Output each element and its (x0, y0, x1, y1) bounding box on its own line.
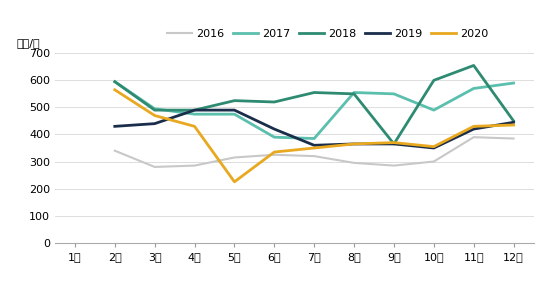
Line: 2019: 2019 (115, 110, 514, 148)
2020 (191, 125, 198, 128)
2016 (271, 153, 278, 157)
2018 (231, 99, 238, 102)
2020 (112, 88, 118, 91)
2017 (271, 135, 278, 139)
2017 (311, 137, 317, 140)
2017 (112, 80, 118, 83)
2019 (112, 125, 118, 128)
2020 (231, 180, 238, 184)
2019 (510, 120, 517, 124)
2018 (151, 108, 158, 112)
2017 (431, 108, 437, 112)
2016 (151, 165, 158, 169)
2016 (470, 135, 477, 139)
Line: 2017: 2017 (115, 82, 514, 139)
2020 (390, 141, 397, 144)
Line: 2018: 2018 (115, 65, 514, 144)
2018 (510, 119, 517, 123)
2016 (390, 164, 397, 167)
2017 (351, 91, 358, 94)
2018 (351, 92, 358, 96)
2019 (351, 142, 358, 146)
2018 (311, 91, 317, 94)
2020 (510, 123, 517, 127)
2017 (191, 112, 198, 116)
Line: 2020: 2020 (115, 90, 514, 182)
2020 (271, 150, 278, 154)
2018 (470, 64, 477, 67)
2017 (510, 81, 517, 85)
2017 (390, 92, 397, 96)
Line: 2016: 2016 (115, 137, 514, 167)
2018 (112, 80, 118, 83)
2019 (151, 122, 158, 126)
2016 (431, 160, 437, 163)
2019 (390, 142, 397, 146)
Text: 美元/吨: 美元/吨 (16, 38, 40, 48)
2020 (470, 125, 477, 128)
2020 (351, 142, 358, 146)
2018 (271, 100, 278, 104)
2018 (431, 78, 437, 82)
2019 (271, 127, 278, 131)
2017 (231, 112, 238, 116)
2019 (431, 146, 437, 150)
2017 (470, 87, 477, 90)
2020 (311, 146, 317, 150)
2016 (311, 154, 317, 158)
2017 (151, 107, 158, 110)
2019 (191, 108, 198, 112)
Legend: 2016, 2017, 2018, 2019, 2020: 2016, 2017, 2018, 2019, 2020 (163, 25, 493, 44)
2016 (112, 149, 118, 152)
2018 (191, 108, 198, 112)
2019 (231, 108, 238, 112)
2020 (151, 114, 158, 117)
2016 (191, 164, 198, 167)
2020 (431, 145, 437, 148)
2016 (231, 156, 238, 159)
2016 (510, 137, 517, 140)
2019 (311, 144, 317, 147)
2019 (470, 127, 477, 131)
2018 (390, 142, 397, 146)
2016 (351, 161, 358, 165)
